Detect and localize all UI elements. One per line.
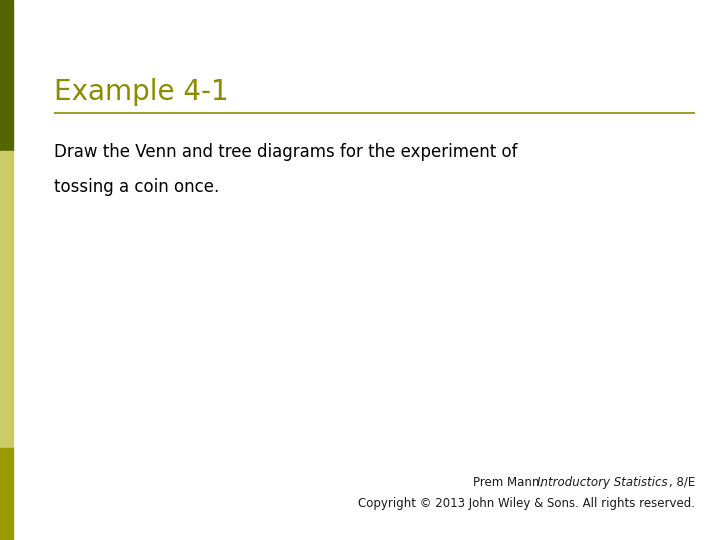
- Bar: [0, 0, 13, 151]
- Text: Copyright © 2013 John Wiley & Sons. All rights reserved.: Copyright © 2013 John Wiley & Sons. All …: [358, 497, 695, 510]
- Text: Prem Mann,: Prem Mann,: [472, 476, 546, 489]
- Bar: [0, 151, 13, 448]
- Text: , 8/E: , 8/E: [669, 476, 695, 489]
- Bar: [0, 448, 13, 540]
- Text: Example 4-1: Example 4-1: [54, 78, 229, 106]
- Text: Introductory Statistics: Introductory Statistics: [537, 476, 667, 489]
- Text: tossing a coin once.: tossing a coin once.: [54, 178, 220, 196]
- Text: Draw the Venn and tree diagrams for the experiment of: Draw the Venn and tree diagrams for the …: [54, 143, 518, 161]
